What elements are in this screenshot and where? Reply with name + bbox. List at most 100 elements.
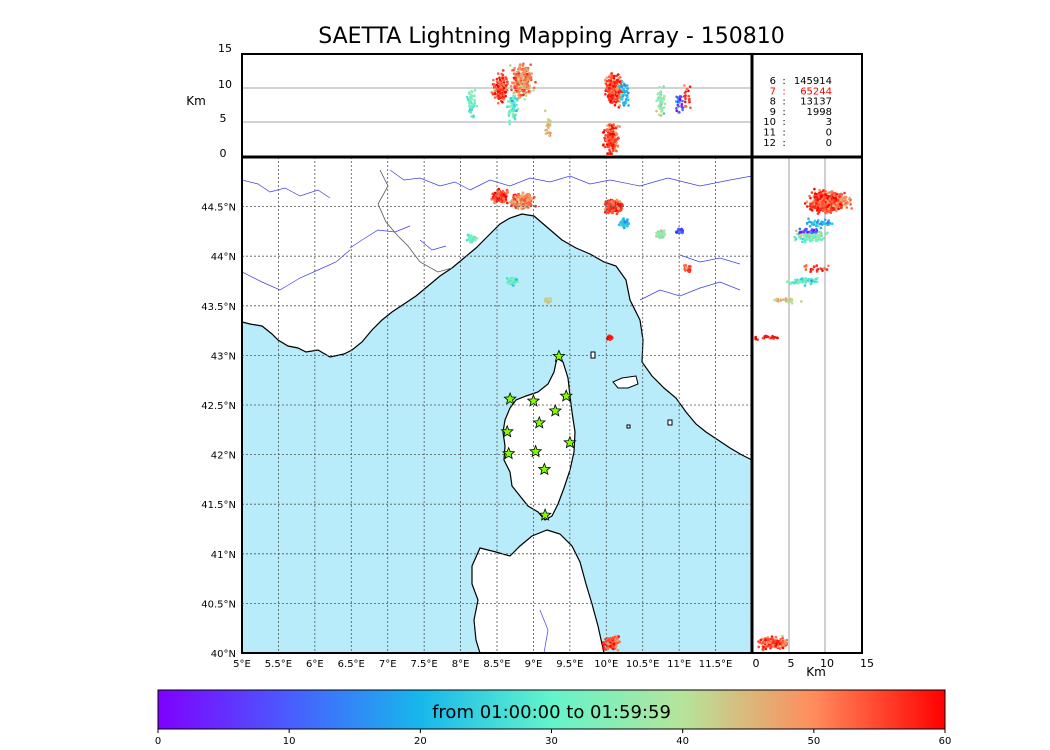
station-count-sep: :	[782, 117, 785, 128]
station-star	[563, 435, 577, 449]
altitude-longitude-points	[465, 62, 692, 155]
colorbar-tick-label: 10	[283, 736, 296, 747]
colorbar-tick-label: 30	[545, 736, 558, 747]
station-star	[528, 444, 543, 458]
small-island	[667, 419, 673, 426]
station-count-value: 0	[826, 128, 832, 139]
colorbar-ticks: 0 10 20 30 40 50 60	[155, 729, 952, 747]
station-star	[538, 507, 552, 521]
lon-tick-label: 5.5°E	[265, 659, 292, 670]
side-tick-0: 0	[753, 657, 760, 670]
lon-tick-label: 9.5°E	[556, 659, 583, 670]
lon-tick-label: 5°E	[233, 659, 251, 670]
station-count-n: 6	[770, 76, 776, 87]
map-axis-labels: 5°E 5.5°E 6°E 6.5°E 7°E 7.5°E 8°E 8.5°E 9°E 9.5°E…	[201, 203, 732, 670]
station-count-sep: :	[782, 97, 785, 108]
lat-tick-label: 44.5°N	[201, 203, 236, 214]
colorbar-tick-label: 50	[807, 736, 820, 747]
lat-tick-label: 41°N	[211, 550, 236, 561]
corsica-island	[502, 357, 576, 521]
station-star	[501, 446, 516, 460]
rivers	[242, 169, 752, 653]
altitude-latitude-panel: 0 5 10 15 Km	[752, 157, 874, 679]
station-count-n: 7	[770, 86, 776, 97]
colorbar-tick-label: 40	[676, 736, 689, 747]
station-star	[532, 415, 547, 429]
side-tick-5: 5	[788, 657, 795, 670]
lat-tick-label: 42°N	[211, 451, 236, 462]
mainland-landmass	[242, 157, 752, 461]
altitude-longitude-panel	[242, 54, 752, 157]
station-count-sep: :	[782, 76, 785, 87]
lightning-points-map	[465, 187, 692, 652]
station-count-sep: :	[782, 138, 785, 149]
side-tick-15: 15	[860, 657, 874, 670]
altitude-latitude-points	[754, 187, 853, 652]
lat-tick-label: 40°N	[211, 649, 236, 660]
side-axis-label: Km	[806, 665, 826, 679]
colorbar-tick-label: 0	[155, 736, 161, 747]
lon-tick-label: 8°E	[452, 659, 470, 670]
station-star	[500, 424, 514, 438]
panel-frames	[241, 53, 863, 654]
station-count-n: 11	[763, 128, 776, 139]
lon-tick-label: 6°E	[306, 659, 324, 670]
lat-tick-label: 41.5°N	[201, 500, 236, 511]
lat-tick-label: 40.5°N	[201, 599, 236, 610]
station-star	[503, 391, 517, 405]
lat-tick-label: 43.5°N	[201, 302, 236, 313]
colorbar-gradient	[157, 689, 946, 730]
map-panel	[242, 157, 752, 653]
giglio-island	[626, 424, 631, 429]
altitude-axis-left: 15 10 5 0 Km	[186, 42, 232, 160]
station-count-n: 12	[763, 138, 776, 149]
station-count-value: 3	[826, 117, 832, 128]
station-count-n: 10	[763, 117, 776, 128]
sardinia-island	[471, 529, 605, 653]
colorbar: 0 10 20 30 40 50 60	[155, 689, 952, 747]
colorbar-tick-label: 20	[414, 736, 427, 747]
station-count-n: 8	[770, 97, 776, 108]
alt-tick-0: 0	[220, 147, 227, 160]
station-count-value: 1998	[807, 107, 832, 118]
lon-tick-label: 9°E	[525, 659, 543, 670]
colorbar-tick-label: 60	[939, 736, 952, 747]
station-star	[552, 349, 566, 363]
elba-island	[612, 375, 639, 389]
station-count-value: 0	[826, 138, 832, 149]
colorbar-label: from 01:00:00 to 01:59:59	[432, 702, 671, 723]
lon-tick-label: 10°E	[594, 659, 618, 670]
alt-tick-10: 10	[218, 78, 232, 91]
side-tick-10: 10	[820, 657, 834, 670]
station-count-value: 13137	[800, 97, 832, 108]
lon-tick-label: 11°E	[667, 659, 691, 670]
station-count-sep: :	[782, 107, 785, 118]
capraia-island	[590, 351, 596, 359]
station-star	[559, 388, 573, 402]
lon-tick-label: 7.5°E	[411, 659, 438, 670]
alt-axis-label: Km	[186, 94, 206, 108]
lon-tick-label: 11.5°E	[699, 659, 733, 670]
borders	[377, 169, 453, 273]
station-star	[537, 462, 552, 476]
lat-tick-label: 44°N	[211, 252, 236, 263]
lon-tick-label: 7°E	[379, 659, 397, 670]
station-star	[548, 403, 563, 417]
lon-tick-label: 10.5°E	[626, 659, 660, 670]
station-count-n: 9	[770, 107, 776, 118]
alt-tick-15: 15	[218, 42, 232, 55]
station-count-sep: :	[782, 86, 785, 97]
landmasses	[242, 157, 752, 653]
figure-title: SAETTA Lightning Mapping Array - 150810	[318, 24, 785, 49]
station-count-value: 65244	[800, 86, 832, 97]
lat-tick-label: 42.5°N	[201, 401, 236, 412]
alt-tick-5: 5	[220, 112, 227, 125]
station-count-value: 145914	[794, 76, 832, 87]
station-stars	[500, 349, 577, 521]
lon-tick-label: 6.5°E	[338, 659, 365, 670]
station-count-sep: :	[782, 128, 785, 139]
lat-tick-label: 43°N	[211, 351, 236, 362]
lon-tick-label: 8.5°E	[483, 659, 510, 670]
